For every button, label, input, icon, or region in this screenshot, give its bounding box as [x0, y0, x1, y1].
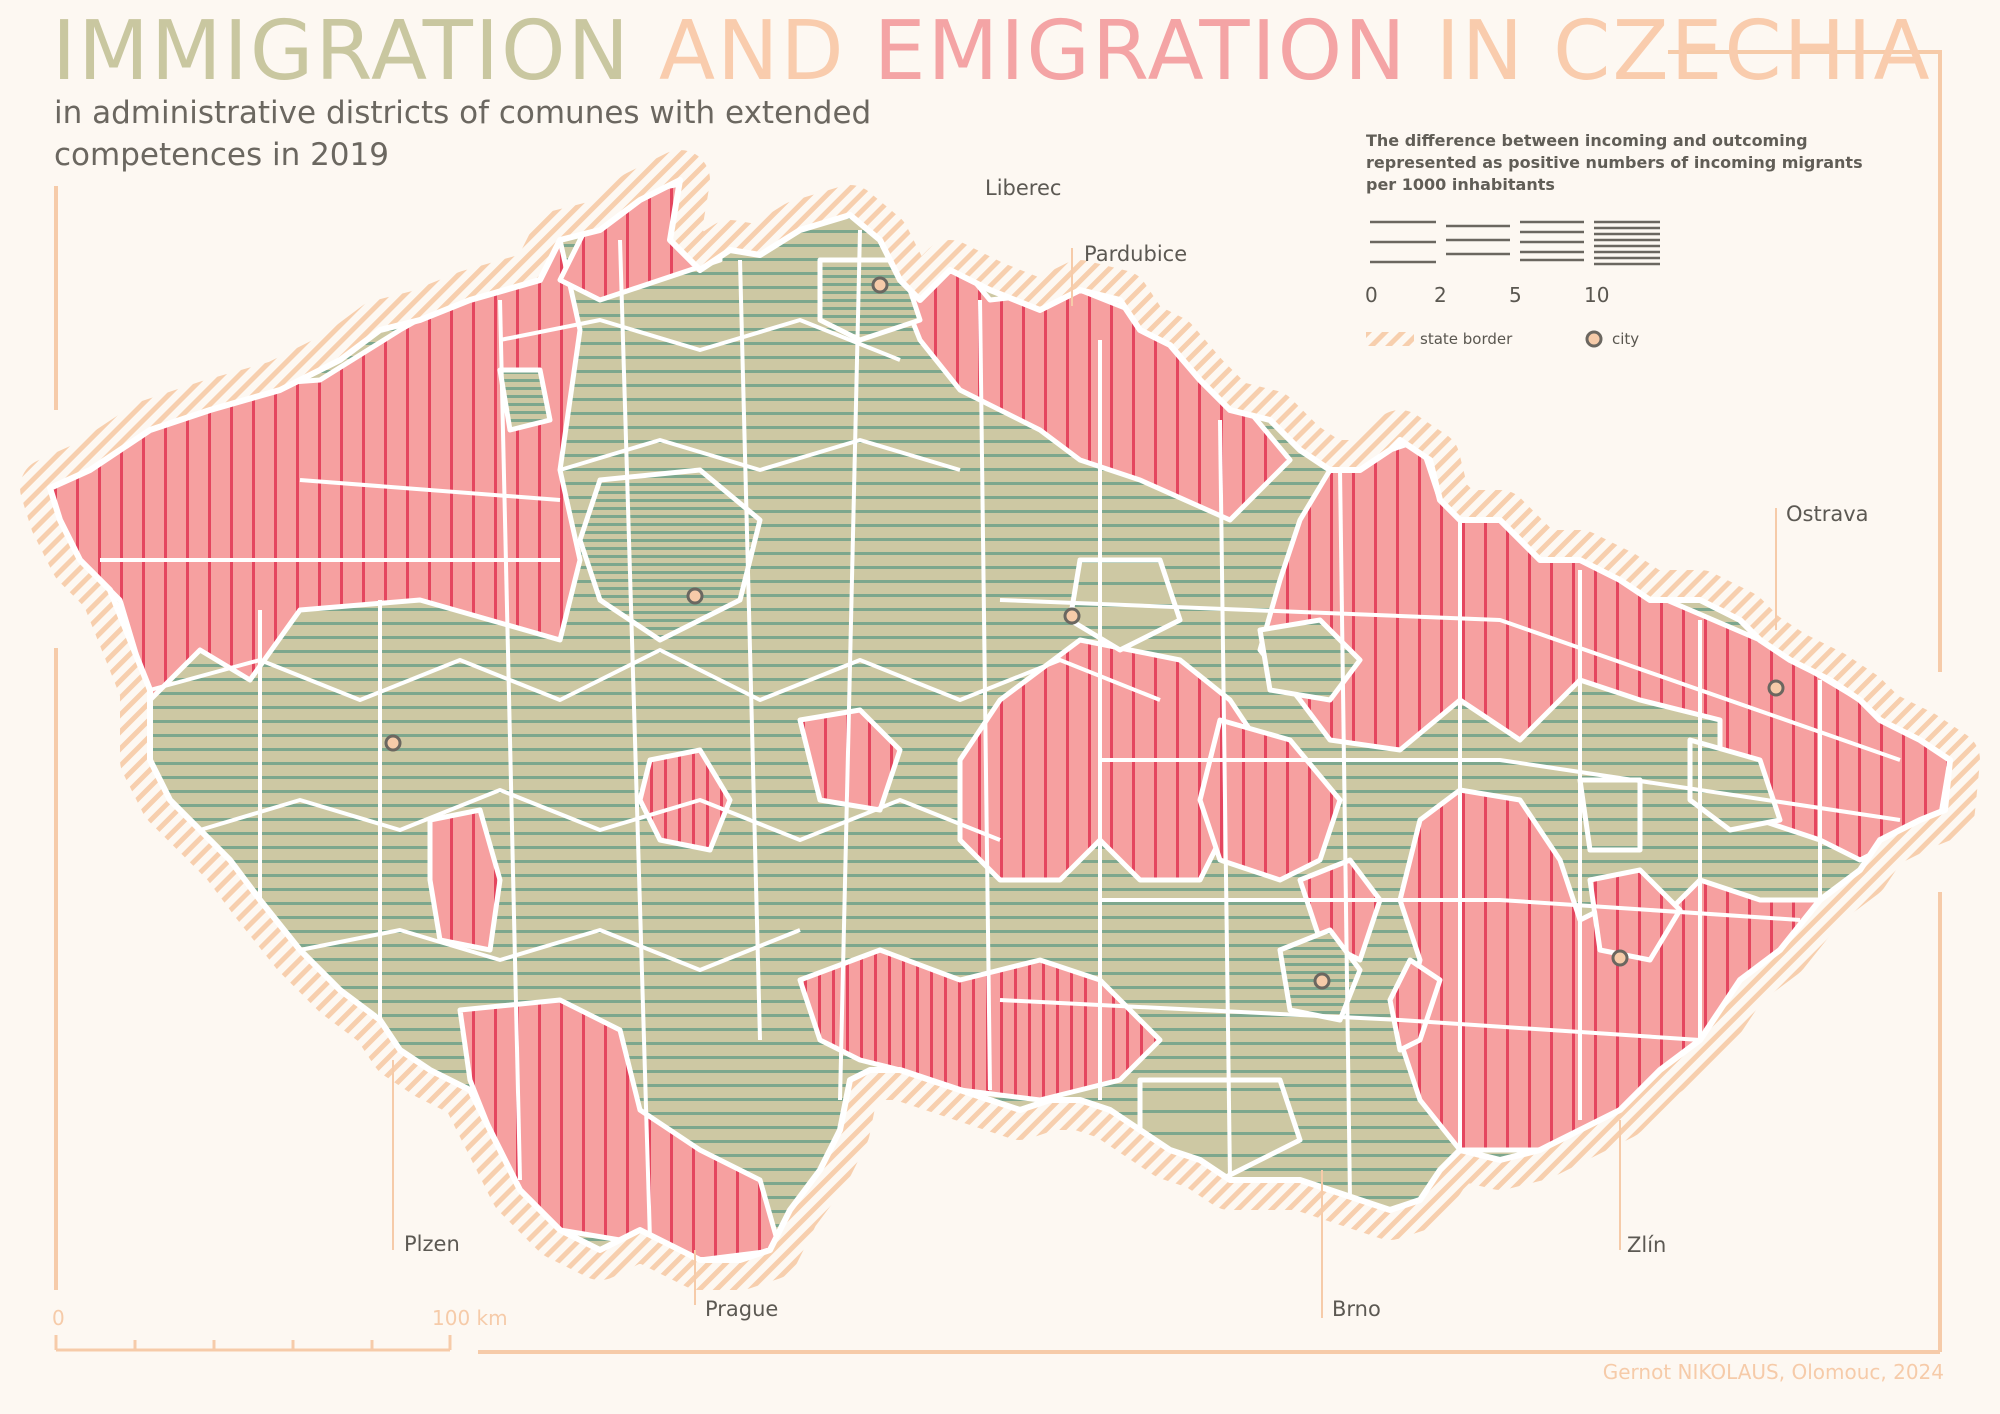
title-word-in-czechia: IN CZECHIA: [1435, 4, 1932, 99]
immigration-regions: [497, 257, 1783, 1183]
city-marker-plzen: [384, 734, 402, 752]
city-label-brno: Brno: [1332, 1297, 1381, 1321]
legend-state-border-label: state border: [1420, 330, 1513, 348]
legend-value-0: 0: [1365, 283, 1378, 307]
legend-city-label: city: [1612, 330, 1640, 348]
legend-state-border-swatch: [1366, 332, 1414, 346]
city-marker-prague: [686, 587, 704, 605]
scale-label-end: 100 km: [432, 1306, 508, 1330]
page-title: IMMIGRATION AND EMIGRATION IN CZECHIA: [52, 4, 1932, 99]
legend-city-swatch: [1585, 330, 1603, 348]
city-label-liberec: Liberec: [985, 176, 1062, 200]
city-leader-lines: [392, 248, 1777, 1318]
title-word-emigration: EMIGRATION: [873, 4, 1408, 99]
scale-label-start: 0: [52, 1306, 65, 1330]
city-label-plzen: Plzen: [404, 1232, 460, 1256]
city-marker-brno: [1313, 972, 1331, 990]
title-word-and: AND: [659, 4, 846, 99]
city-marker-pardubice: [1063, 607, 1081, 625]
district-boundaries: [100, 229, 1901, 1241]
credit: Gernot NIKOLAUS, Olomouc, 2024: [1602, 1360, 1944, 1384]
city-marker-liberec: [871, 276, 889, 294]
legend-scale-graphic: [1370, 220, 1660, 266]
page-subtitle: in administrative districts of comunes w…: [54, 95, 872, 173]
city-marker-ostrava: [1767, 679, 1785, 697]
title-word-immigration: IMMIGRATION: [52, 4, 631, 99]
legend-value-10: 10: [1584, 283, 1610, 307]
city-markers: [384, 276, 1785, 990]
legend-value-2: 2: [1434, 283, 1447, 307]
legend-title: The difference between incoming and outc…: [1366, 131, 1863, 194]
city-marker-zlin: [1611, 949, 1629, 967]
decorative-frame: [54, 50, 1942, 1354]
legend-value-5: 5: [1509, 283, 1522, 307]
city-label-ostrava: Ostrava: [1786, 502, 1869, 526]
city-label-pardubice: Pardubice: [1084, 242, 1188, 266]
city-label-zlin: Zlín: [1627, 1233, 1667, 1257]
city-label-prague: Prague: [705, 1297, 779, 1321]
scale-bar: [54, 1335, 452, 1352]
